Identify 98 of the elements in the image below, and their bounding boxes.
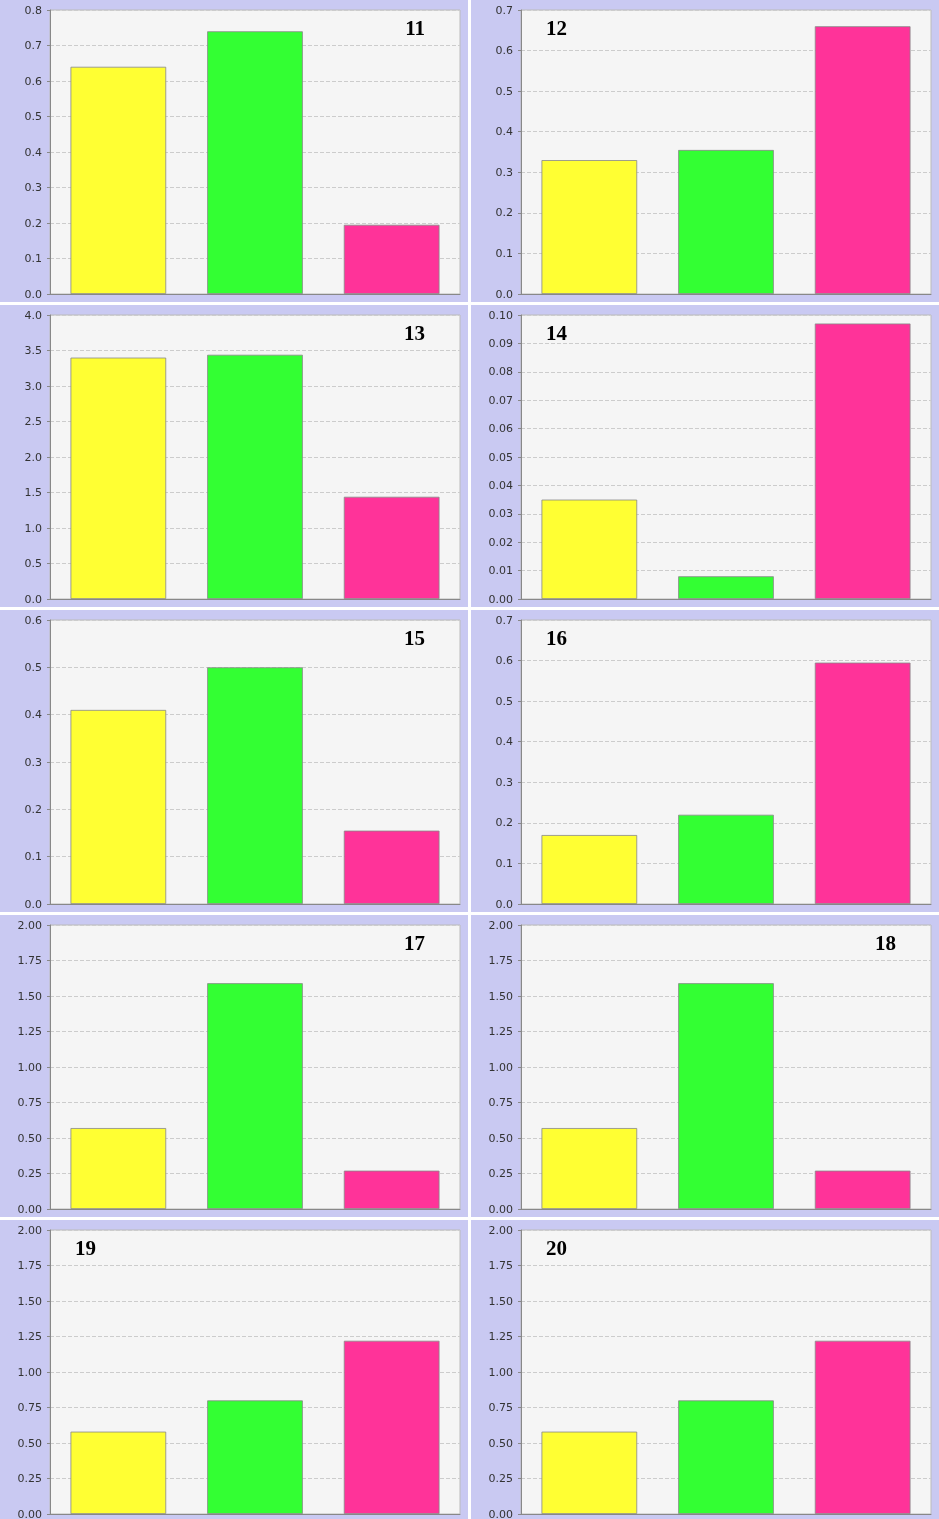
y-tick-label: 1.0	[24, 521, 42, 535]
y-tick-label: 1.50	[17, 989, 42, 1003]
y-tick-label: 0.25	[17, 1167, 42, 1180]
y-tick-label: 1.75	[488, 954, 513, 967]
y-tick-label: 1.00	[488, 1365, 513, 1379]
y-tick-label: 0.50	[488, 1436, 513, 1450]
y-tick-label: 0.10	[488, 308, 513, 322]
y-tick-label: 0.75	[17, 1401, 42, 1414]
y-tick-label: 2.00	[17, 1223, 42, 1237]
y-tick-label: 0.2	[24, 216, 42, 230]
y-tick-label: 0.3	[495, 775, 513, 789]
y-tick-label: 0.00	[488, 1202, 513, 1216]
chart-title: 16	[546, 625, 567, 650]
y-tick-label: 0.6	[495, 654, 513, 668]
y-tick-label: 0.5	[24, 557, 42, 570]
y-tick-label: 0.2	[24, 802, 42, 816]
y-tick-label: 0.25	[17, 1472, 42, 1485]
y-tick-label: 1.75	[17, 954, 42, 967]
y-tick-label: 2.0	[24, 450, 42, 464]
y-tick-label: 0.3	[24, 755, 42, 769]
y-tick-label: 0.5	[24, 660, 42, 674]
y-tick-label: 0.4	[24, 708, 42, 722]
y-tick-label: 0.08	[488, 365, 513, 379]
y-tick-label: 1.50	[17, 1294, 42, 1308]
y-tick-label: 0.00	[17, 1202, 42, 1216]
y-tick-label: 3.0	[24, 379, 42, 393]
chart-title: 11	[405, 15, 425, 40]
y-tick-label: 1.50	[488, 1294, 513, 1308]
y-tick-label: 1.00	[17, 1060, 42, 1074]
y-tick-label: 0.0	[495, 287, 513, 301]
y-tick-label: 1.5	[24, 486, 42, 499]
y-tick-label: 0.6	[24, 74, 42, 88]
y-tick-label: 0.8	[24, 3, 42, 17]
y-tick-label: 0.25	[488, 1472, 513, 1485]
y-tick-label: 0.50	[488, 1131, 513, 1145]
y-tick-label: 0.4	[495, 125, 513, 139]
y-tick-label: 0.50	[17, 1131, 42, 1145]
y-tick-label: 1.25	[488, 1025, 513, 1038]
y-tick-label: 0.09	[488, 336, 513, 350]
chart-title: 13	[404, 320, 425, 345]
y-tick-label: 0.7	[495, 3, 513, 17]
y-tick-label: 0.1	[24, 850, 42, 864]
y-tick-label: 1.25	[17, 1330, 42, 1343]
y-tick-label: 0.01	[488, 564, 513, 578]
y-tick-label: 0.1	[24, 252, 42, 265]
y-tick-label: 0.02	[488, 535, 513, 549]
y-tick-label: 0.00	[488, 1507, 513, 1519]
y-tick-label: 0.06	[488, 422, 513, 436]
y-tick-label: 0.07	[488, 393, 513, 407]
y-tick-label: 0.03	[488, 507, 513, 521]
y-tick-label: 2.00	[488, 918, 513, 932]
y-tick-label: 1.75	[488, 1259, 513, 1272]
y-tick-label: 0.7	[24, 39, 42, 52]
y-tick-label: 0.75	[488, 1401, 513, 1414]
y-tick-label: 1.75	[17, 1259, 42, 1272]
y-tick-label: 1.00	[17, 1365, 42, 1379]
y-tick-label: 2.00	[17, 918, 42, 932]
chart-title: 17	[404, 930, 425, 955]
y-tick-label: 0.6	[24, 613, 42, 627]
y-tick-label: 3.5	[24, 344, 42, 357]
y-tick-label: 0.4	[24, 145, 42, 159]
y-tick-label: 0.0	[24, 592, 42, 606]
y-tick-label: 2.00	[488, 1223, 513, 1237]
y-tick-label: 1.00	[488, 1060, 513, 1074]
y-tick-label: 0.5	[24, 110, 42, 123]
y-tick-label: 2.5	[24, 415, 42, 428]
chart-title: 14	[546, 320, 568, 345]
y-tick-label: 0.0	[495, 897, 513, 911]
y-tick-label: 1.25	[17, 1025, 42, 1038]
chart-title: 12	[546, 15, 567, 40]
y-tick-label: 0.5	[495, 84, 513, 98]
y-tick-label: 0.4	[495, 735, 513, 749]
chart-title: 15	[404, 625, 425, 650]
y-tick-label: 0.05	[488, 450, 513, 464]
y-tick-label: 1.25	[488, 1330, 513, 1343]
y-tick-label: 0.7	[495, 613, 513, 627]
y-tick-label: 0.04	[488, 478, 513, 492]
y-tick-label: 0.75	[17, 1096, 42, 1109]
y-tick-label: 0.75	[488, 1096, 513, 1109]
y-tick-label: 0.3	[495, 165, 513, 179]
y-tick-label: 0.25	[488, 1167, 513, 1180]
y-tick-label: 0.50	[17, 1436, 42, 1450]
y-tick-label: 0.2	[495, 816, 513, 830]
y-tick-label: 4.0	[24, 308, 42, 322]
chart-title: 19	[75, 1235, 96, 1260]
chart-title: 20	[546, 1235, 567, 1260]
y-tick-label: 0.2	[495, 206, 513, 220]
y-tick-label: 0.1	[495, 856, 513, 870]
y-tick-label: 0.3	[24, 181, 42, 194]
y-tick-label: 0.00	[488, 592, 513, 606]
y-tick-label: 0.0	[24, 287, 42, 301]
y-tick-label: 0.5	[495, 694, 513, 708]
chart-title: 18	[875, 930, 896, 955]
y-tick-label: 0.1	[495, 246, 513, 260]
y-tick-label: 0.6	[495, 44, 513, 58]
y-tick-label: 1.50	[488, 989, 513, 1003]
y-tick-label: 0.0	[24, 897, 42, 911]
y-tick-label: 0.00	[17, 1507, 42, 1519]
